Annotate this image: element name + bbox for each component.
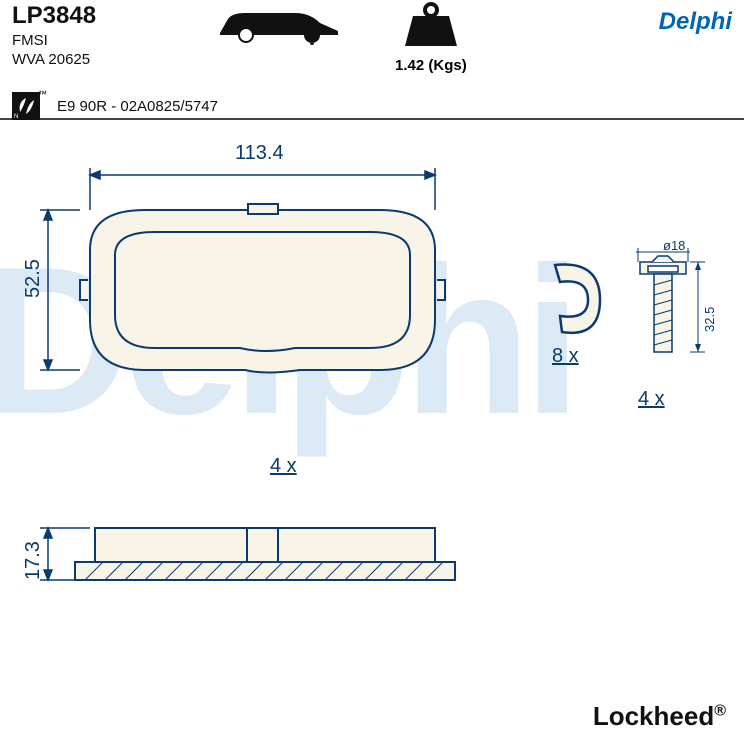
technical-drawing: Delphi 113.4 52.5 17.3 4 x 8 x 4 x ø18 3… (0, 120, 744, 660)
dim-width: 113.4 (235, 142, 284, 165)
clip-qty: 8 x (552, 345, 579, 368)
pad-qty: 4 x (270, 455, 297, 478)
bolt-qty: 4 x (638, 388, 665, 411)
eco-row: N ™ E9 90R - 02A0825/5747 (12, 92, 218, 120)
wva-label: WVA 20625 (12, 51, 96, 68)
dim-thickness: 17.3 (22, 541, 45, 580)
car-position-icon (210, 5, 350, 50)
header-section: LP3848 FMSI WVA 20625 1.42 (Kgs) Delphi … (0, 0, 744, 120)
fmsi-label: FMSI (12, 32, 96, 49)
brand-logo: Delphi (659, 8, 732, 36)
eco-icon: N (12, 92, 40, 120)
bolt-dia: ø18 (663, 238, 685, 253)
footer-brand: Lockheed® (593, 701, 726, 732)
weight-icon (401, 2, 461, 50)
part-number: LP3848 (12, 2, 96, 30)
dim-height: 52.5 (22, 259, 45, 298)
eco-code: E9 90R - 02A0825/5747 (57, 98, 218, 115)
part-info: LP3848 FMSI WVA 20625 (12, 2, 96, 68)
bolt-len: 32.5 (702, 307, 717, 332)
weight-block: 1.42 (Kgs) (395, 2, 467, 74)
weight-value: 1.42 (Kgs) (395, 57, 467, 74)
